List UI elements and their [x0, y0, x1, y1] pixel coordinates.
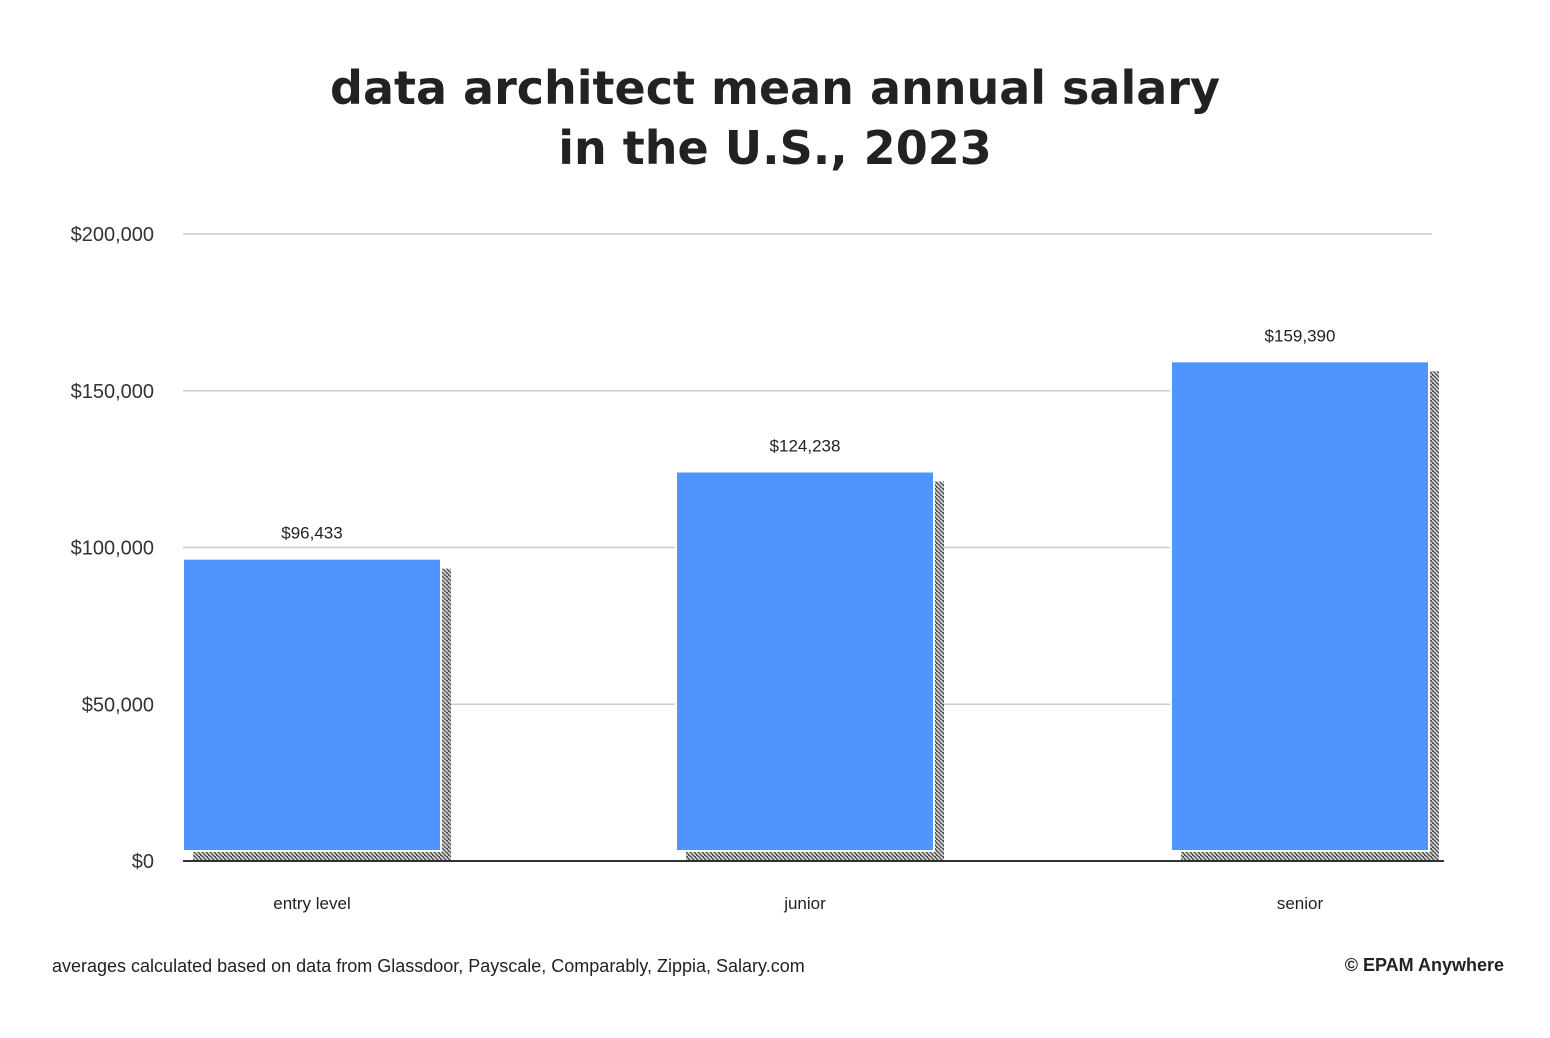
data-label: $96,433	[281, 524, 342, 543]
bars	[182, 360, 1439, 861]
y-tick-label: $0	[132, 851, 154, 873]
x-tick-label: junior	[783, 894, 826, 913]
y-tick-label: $200,000	[71, 224, 154, 246]
x-axis-ticks: entry level junior senior	[273, 894, 1323, 913]
source-footnote: averages calculated based on data from G…	[52, 956, 805, 976]
y-tick-label: $50,000	[82, 694, 154, 716]
chart-title-line-1: data architect mean annual salary	[330, 61, 1220, 115]
y-axis-ticks: $0 $50,000 $100,000 $150,000 $200,000	[71, 224, 154, 873]
data-label: $124,238	[770, 437, 841, 456]
x-tick-label: senior	[1277, 894, 1324, 913]
data-label: $159,390	[1265, 326, 1336, 345]
x-tick-label: entry level	[273, 894, 350, 913]
bar-senior	[1170, 360, 1430, 852]
y-tick-label: $100,000	[71, 538, 154, 560]
y-tick-label: $150,000	[71, 381, 154, 403]
chart-title: data architect mean annual salary in the…	[0, 58, 1550, 178]
bar-junior	[675, 470, 935, 852]
chart-title-line-2: in the U.S., 2023	[558, 121, 992, 175]
copyright-credit: © EPAM Anywhere	[1344, 955, 1504, 975]
bar-entry-level	[182, 557, 442, 852]
data-labels: $96,433 $124,238 $159,390	[281, 326, 1335, 542]
